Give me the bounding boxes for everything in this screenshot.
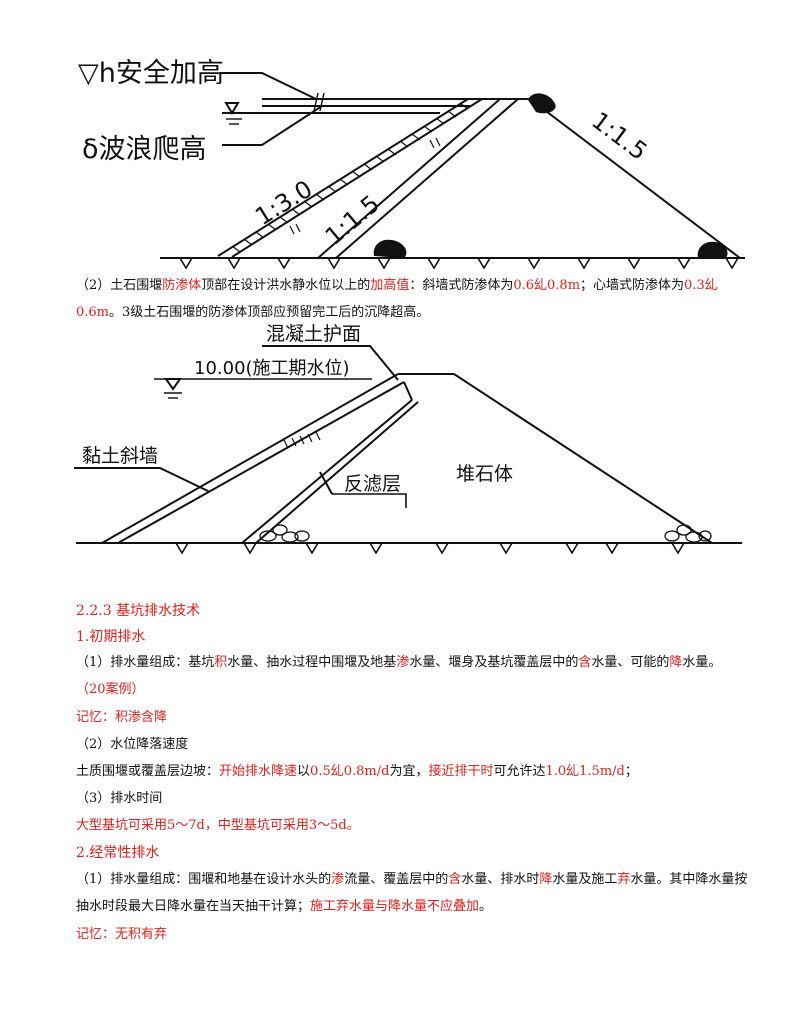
- safety-height-label: ▽h安全加高: [78, 58, 224, 89]
- slope-ratio-upstream-clay: 1:3.0: [250, 175, 317, 231]
- construction-water-level-label: 10.00(施工期水位): [194, 358, 350, 379]
- section-title: 2.2.3 基坑排水技术: [76, 603, 201, 619]
- subheading-water-drop-rate: （2）水位降落速度: [76, 737, 189, 752]
- subheading-drainage-time: （3）排水时间: [76, 791, 163, 806]
- cofferdam-diagram-clay-wall: 混凝土护面 10.00(施工期水位) 黏土斜墙 反滤层 堆石体: [74, 323, 742, 555]
- memo-initial: 记忆：积渗含降: [76, 710, 168, 725]
- wave-runup-label: δ波浪爬高: [82, 134, 207, 165]
- cofferdam-diagram-top: ▽h安全加高 δ波浪爬高 1:3.0 1:1.5 1:1.5: [78, 58, 745, 270]
- paragraph-regular-drainage-volume: （1）排水量组成：围堰和地基在设计水头的渗流量、覆盖层中的含水量、排水时降水量及…: [76, 872, 748, 914]
- concrete-cover-label: 混凝土护面: [266, 323, 361, 345]
- rockfill-label: 堆石体: [456, 463, 513, 485]
- clay-wall-label: 黏土斜墙: [82, 445, 158, 467]
- paragraph-water-drop-rate: 土质围堰或覆盖层边坡：开始排水降速以0.5乣0.8m/d为宜，接近排干时可允许达…: [76, 764, 638, 779]
- heading-regular-drainage: 2.经常性排水: [76, 845, 160, 861]
- heading-initial-drainage: 1.初期排水: [76, 629, 146, 645]
- slope-ratio-downstream: 1:1.5: [586, 106, 652, 165]
- paragraph-drainage-time: 大型基坑可采用5～7d，中型基坑可采用3～5d。: [76, 818, 360, 833]
- filter-layer-label: 反滤层: [344, 473, 401, 495]
- memo-regular: 记忆：无积有弃: [76, 927, 168, 942]
- case-note: （20案例）: [76, 682, 145, 697]
- slope-ratio-upstream-fill: 1:1.5: [320, 190, 385, 251]
- paragraph-seepage-height: （2）土石围堰防渗体顶部在设计洪水静水位以上的加高值：斜墙式防渗体为0.6乣0.…: [76, 278, 718, 320]
- paragraph-initial-drainage-volume: （1）排水量组成：基坑积水量、抽水过程中围堰及地基渗水量、堰身及基坑覆盖层中的含…: [76, 655, 722, 670]
